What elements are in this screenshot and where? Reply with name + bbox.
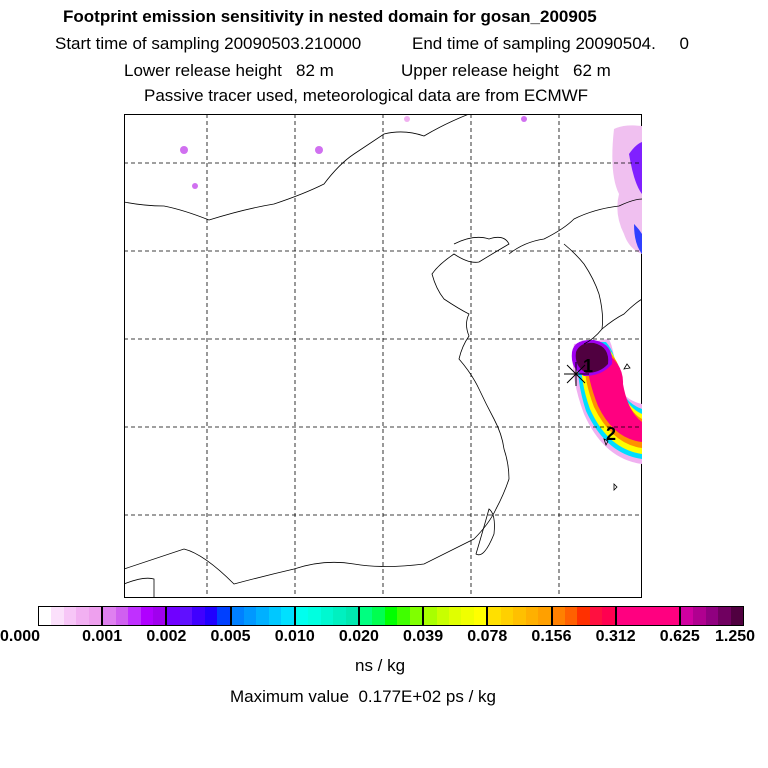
plume [180,116,642,464]
colorbar-swatch [436,607,449,625]
marker-2: 2 [606,424,616,444]
colorbar-swatch [552,607,565,625]
colorbar-swatch [705,607,719,625]
colorbar-swatch [308,607,321,625]
colorbar-group [39,607,104,625]
colorbar-tick-label: 0.020 [338,628,379,645]
colorbar-swatch [473,607,487,625]
colorbar-tick-label: 0.002 [146,628,187,645]
colorbar-swatch [63,607,77,625]
colorbar-group [231,607,296,625]
colorbar-group [295,607,360,625]
colorbar-tick-label: 0.156 [531,628,572,645]
colorbar-swatch [167,607,180,625]
colorbar-swatch [345,607,358,625]
colorbar-swatch [449,607,462,625]
colorbar-swatch [333,607,346,625]
release-site-star-icon [564,362,589,386]
colorbar-swatch [577,607,590,625]
colorbar-tick-label: 0.005 [210,628,251,645]
colorbar-swatch [372,607,385,625]
colorbar-tick-label: 0.078 [467,628,508,645]
colorbar-swatch [179,607,193,625]
colorbar-swatch [103,607,116,625]
colorbar-swatch [384,607,398,625]
colorbar-group [552,607,617,625]
units-label: ns / kg [355,656,406,675]
colorbar-swatch [500,607,514,625]
colorbar-swatch [39,607,52,625]
colorbar-swatch [564,607,578,625]
colorbar [38,606,744,626]
coastlines [124,114,642,598]
colorbar-swatch [359,607,373,625]
colorbar-swatch [204,607,218,625]
colorbar-swatch [76,607,89,625]
colorbar-tick-label: 0.010 [274,628,315,645]
colorbar-group [616,607,681,625]
colorbar-swatch [680,607,694,625]
colorbar-swatch [51,607,64,625]
colorbar-swatch [513,607,526,625]
colorbar-swatch [654,607,667,625]
footprint-map: 1 2 [124,114,642,598]
colorbar-swatch [115,607,129,625]
colorbar-swatch [538,607,551,625]
colorbar-swatch [256,607,269,625]
maximum-value: Maximum value 0.177E+02 ps / kg [230,687,496,706]
sampling-start: Start time of sampling 20090503.210000 [55,34,362,53]
colorbar-swatch [666,607,679,625]
colorbar-swatch [281,607,294,625]
marker-1: 1 [583,356,593,376]
colorbar-swatch [629,607,642,625]
lower-release-height: Lower release height 82 m [124,61,334,80]
sampling-end: End time of sampling 20090504. 0 [412,34,689,53]
chart-title: Footprint emission sensitivity in nested… [63,7,597,26]
colorbar-swatch [525,607,539,625]
colorbar-group [359,607,425,625]
colorbar-swatch [397,607,410,625]
colorbar-swatch [641,607,654,625]
colorbar-group [680,607,744,625]
colorbar-group [103,607,168,625]
colorbar-swatch [589,607,603,625]
colorbar-swatch [424,607,437,625]
colorbar-swatch [616,607,630,625]
colorbar-group [167,607,232,625]
colorbar-swatch [320,607,334,625]
colorbar-swatch [718,607,731,625]
colorbar-swatch [730,607,744,625]
colorbar-swatch [244,607,257,625]
colorbar-swatch [192,607,205,625]
grid [124,114,642,598]
colorbar-tick-label: 0.039 [403,628,444,645]
colorbar-swatch [88,607,102,625]
colorbar-swatch [231,607,244,625]
colorbar-swatch [693,607,706,625]
colorbar-tick-label: 0.312 [595,628,636,645]
colorbar-swatch [128,607,141,625]
colorbar-group [488,607,553,625]
colorbar-swatch [140,607,153,625]
colorbar-swatch [295,607,309,625]
colorbar-tick-label: 0.001 [82,628,123,645]
colorbar-swatch [488,607,501,625]
colorbar-swatch [602,607,615,625]
colorbar-tick-label: 0.625 [659,628,700,645]
tracer-info: Passive tracer used, meteorological data… [144,86,589,105]
colorbar-swatch [268,607,282,625]
colorbar-swatch [461,607,474,625]
colorbar-tick-label: 0.000 [0,628,41,645]
colorbar-swatch [152,607,166,625]
colorbar-swatch [409,607,423,625]
colorbar-swatch [217,607,230,625]
colorbar-group [424,607,489,625]
colorbar-tick-label: 1.250 [714,628,756,645]
upper-release-height: Upper release height 62 m [401,61,611,80]
